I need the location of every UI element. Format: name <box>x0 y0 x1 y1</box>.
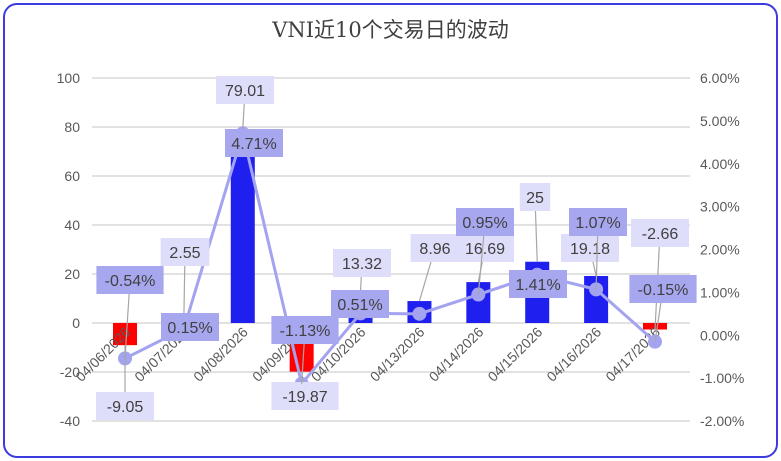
bar-data-label: 8.96 <box>419 241 450 258</box>
y-left-tick: 100 <box>57 70 81 86</box>
y-right-tick: 3.00% <box>700 199 740 215</box>
line-data-label-bg <box>456 208 514 236</box>
bar-data-label: 19.18 <box>570 241 610 258</box>
line-data-label-bg <box>96 266 164 294</box>
bar-data-label-bg <box>456 234 514 262</box>
bar-data-label: 2.55 <box>169 245 200 262</box>
y-left-tick: -40 <box>60 413 80 429</box>
line-data-label-bg <box>509 270 567 298</box>
y-left-tick: -20 <box>60 364 80 380</box>
bar-data-label-bg <box>333 249 391 277</box>
line-data-label-bg <box>225 129 283 157</box>
y-right-tick: 6.00% <box>700 70 740 86</box>
bar-data-label-bg <box>519 183 551 211</box>
y-left-tick: 80 <box>64 119 80 135</box>
line-data-label: 1.41% <box>515 277 560 294</box>
bar-data-label: 79.01 <box>225 83 265 100</box>
bar-data-label: 13.32 <box>342 256 382 273</box>
bar-data-label: -19.87 <box>282 389 327 406</box>
line-data-label: -1.13% <box>280 323 331 340</box>
bar <box>113 323 137 346</box>
bar-data-label-bg <box>160 238 210 266</box>
x-tick-label: 04/17/2026 <box>602 324 663 385</box>
bar-data-label: 25 <box>526 190 544 207</box>
line-data-label: 1.07% <box>575 215 620 232</box>
line-data-label: 4.71% <box>231 136 276 153</box>
bar-data-label-bg <box>96 392 154 420</box>
y-left-tick: 40 <box>64 217 80 233</box>
line-data-label: 0.51% <box>337 297 382 314</box>
bar-data-label: -9.05 <box>107 399 144 416</box>
line-data-label: -0.54% <box>105 273 156 290</box>
bar-data-label-bg <box>271 382 339 410</box>
line-data-label: 0.95% <box>462 215 507 232</box>
line-data-label: -0.15% <box>638 282 689 299</box>
line-data-label-bg <box>331 290 389 318</box>
line-data-label-bg <box>271 316 339 344</box>
bar-data-label-bg <box>410 234 460 262</box>
y-right-tick: 1.00% <box>700 284 740 300</box>
line-marker <box>412 306 427 321</box>
y-right-tick: -2.00% <box>700 413 744 429</box>
y-right-tick: 5.00% <box>700 113 740 129</box>
line-data-label-bg <box>629 275 697 303</box>
y-left-tick: 0 <box>72 315 80 331</box>
bar-data-label: -2.66 <box>642 226 679 243</box>
x-tick-label: 04/15/2026 <box>484 324 545 385</box>
y-left-tick: 20 <box>64 266 80 282</box>
line-data-label-bg <box>161 313 219 341</box>
y-right-tick: 4.00% <box>700 156 740 172</box>
y-right-tick: 2.00% <box>700 242 740 258</box>
y-right-tick: 0.00% <box>700 327 740 343</box>
x-tick-label: 04/14/2026 <box>426 324 487 385</box>
line-data-label-bg <box>569 208 627 236</box>
y-left-tick: 60 <box>64 168 80 184</box>
chart-title: VNI近10个交易日的波动 <box>272 18 509 42</box>
bar-data-label-bg <box>631 219 689 247</box>
bar-data-label: 16.69 <box>465 241 505 258</box>
line-data-label: 0.15% <box>167 320 212 337</box>
bar-data-label-bg <box>561 234 619 262</box>
y-right-tick: -1.00% <box>700 370 744 386</box>
bar-data-label-bg <box>216 76 274 104</box>
x-tick-label: 04/13/2026 <box>367 324 428 385</box>
x-tick-label: 04/16/2026 <box>543 324 604 385</box>
